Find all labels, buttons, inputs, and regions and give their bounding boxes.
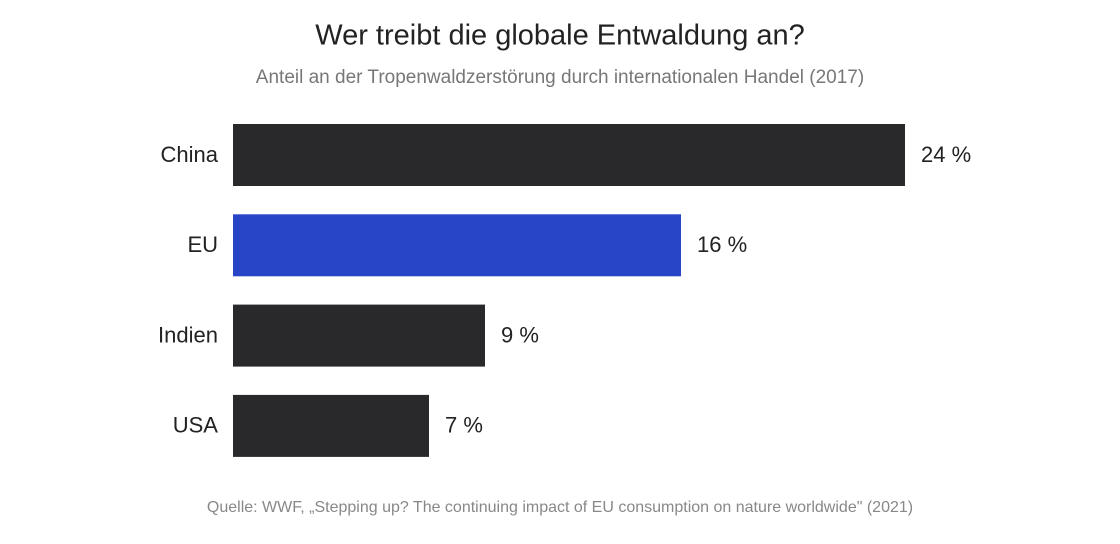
bar xyxy=(233,304,485,367)
value-label: 7 % xyxy=(445,413,483,438)
chart-title: Wer treibt die globale Entwaldung an? xyxy=(315,20,805,52)
bar xyxy=(233,124,905,186)
value-label: 9 % xyxy=(501,322,539,347)
bar xyxy=(233,394,429,457)
value-label: 24 % xyxy=(921,142,971,167)
category-label: EU xyxy=(187,232,218,257)
category-label: Indien xyxy=(158,322,218,347)
category-label: USA xyxy=(173,413,219,438)
value-label: 16 % xyxy=(697,232,747,257)
source-note: Quelle: WWF, „Stepping up? The continuin… xyxy=(207,499,913,516)
chart-subtitle: Anteil an der Tropenwaldzerstörung durch… xyxy=(256,67,864,88)
bar xyxy=(233,214,681,277)
category-label: China xyxy=(161,142,219,167)
